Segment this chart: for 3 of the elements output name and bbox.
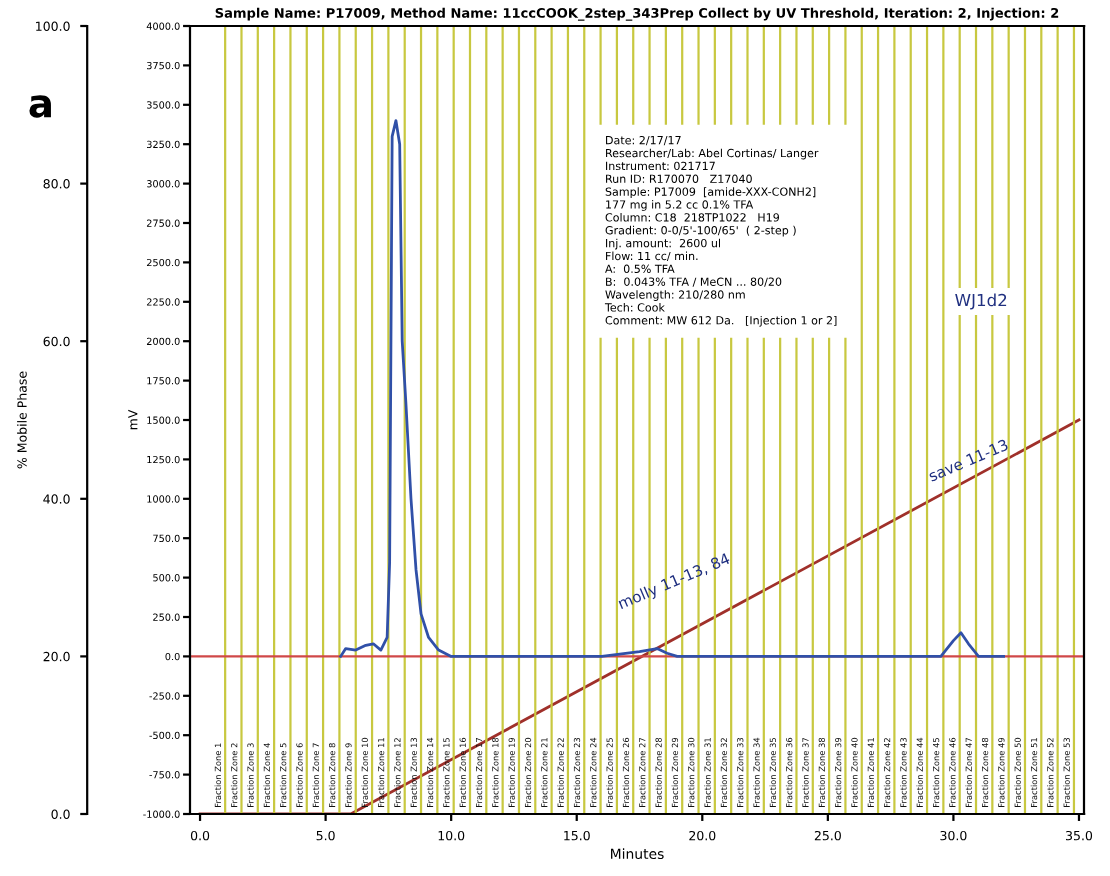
text: a [29,95,51,118]
annotation: WJ1d2 [955,293,1007,310]
line-series [339,119,1006,658]
